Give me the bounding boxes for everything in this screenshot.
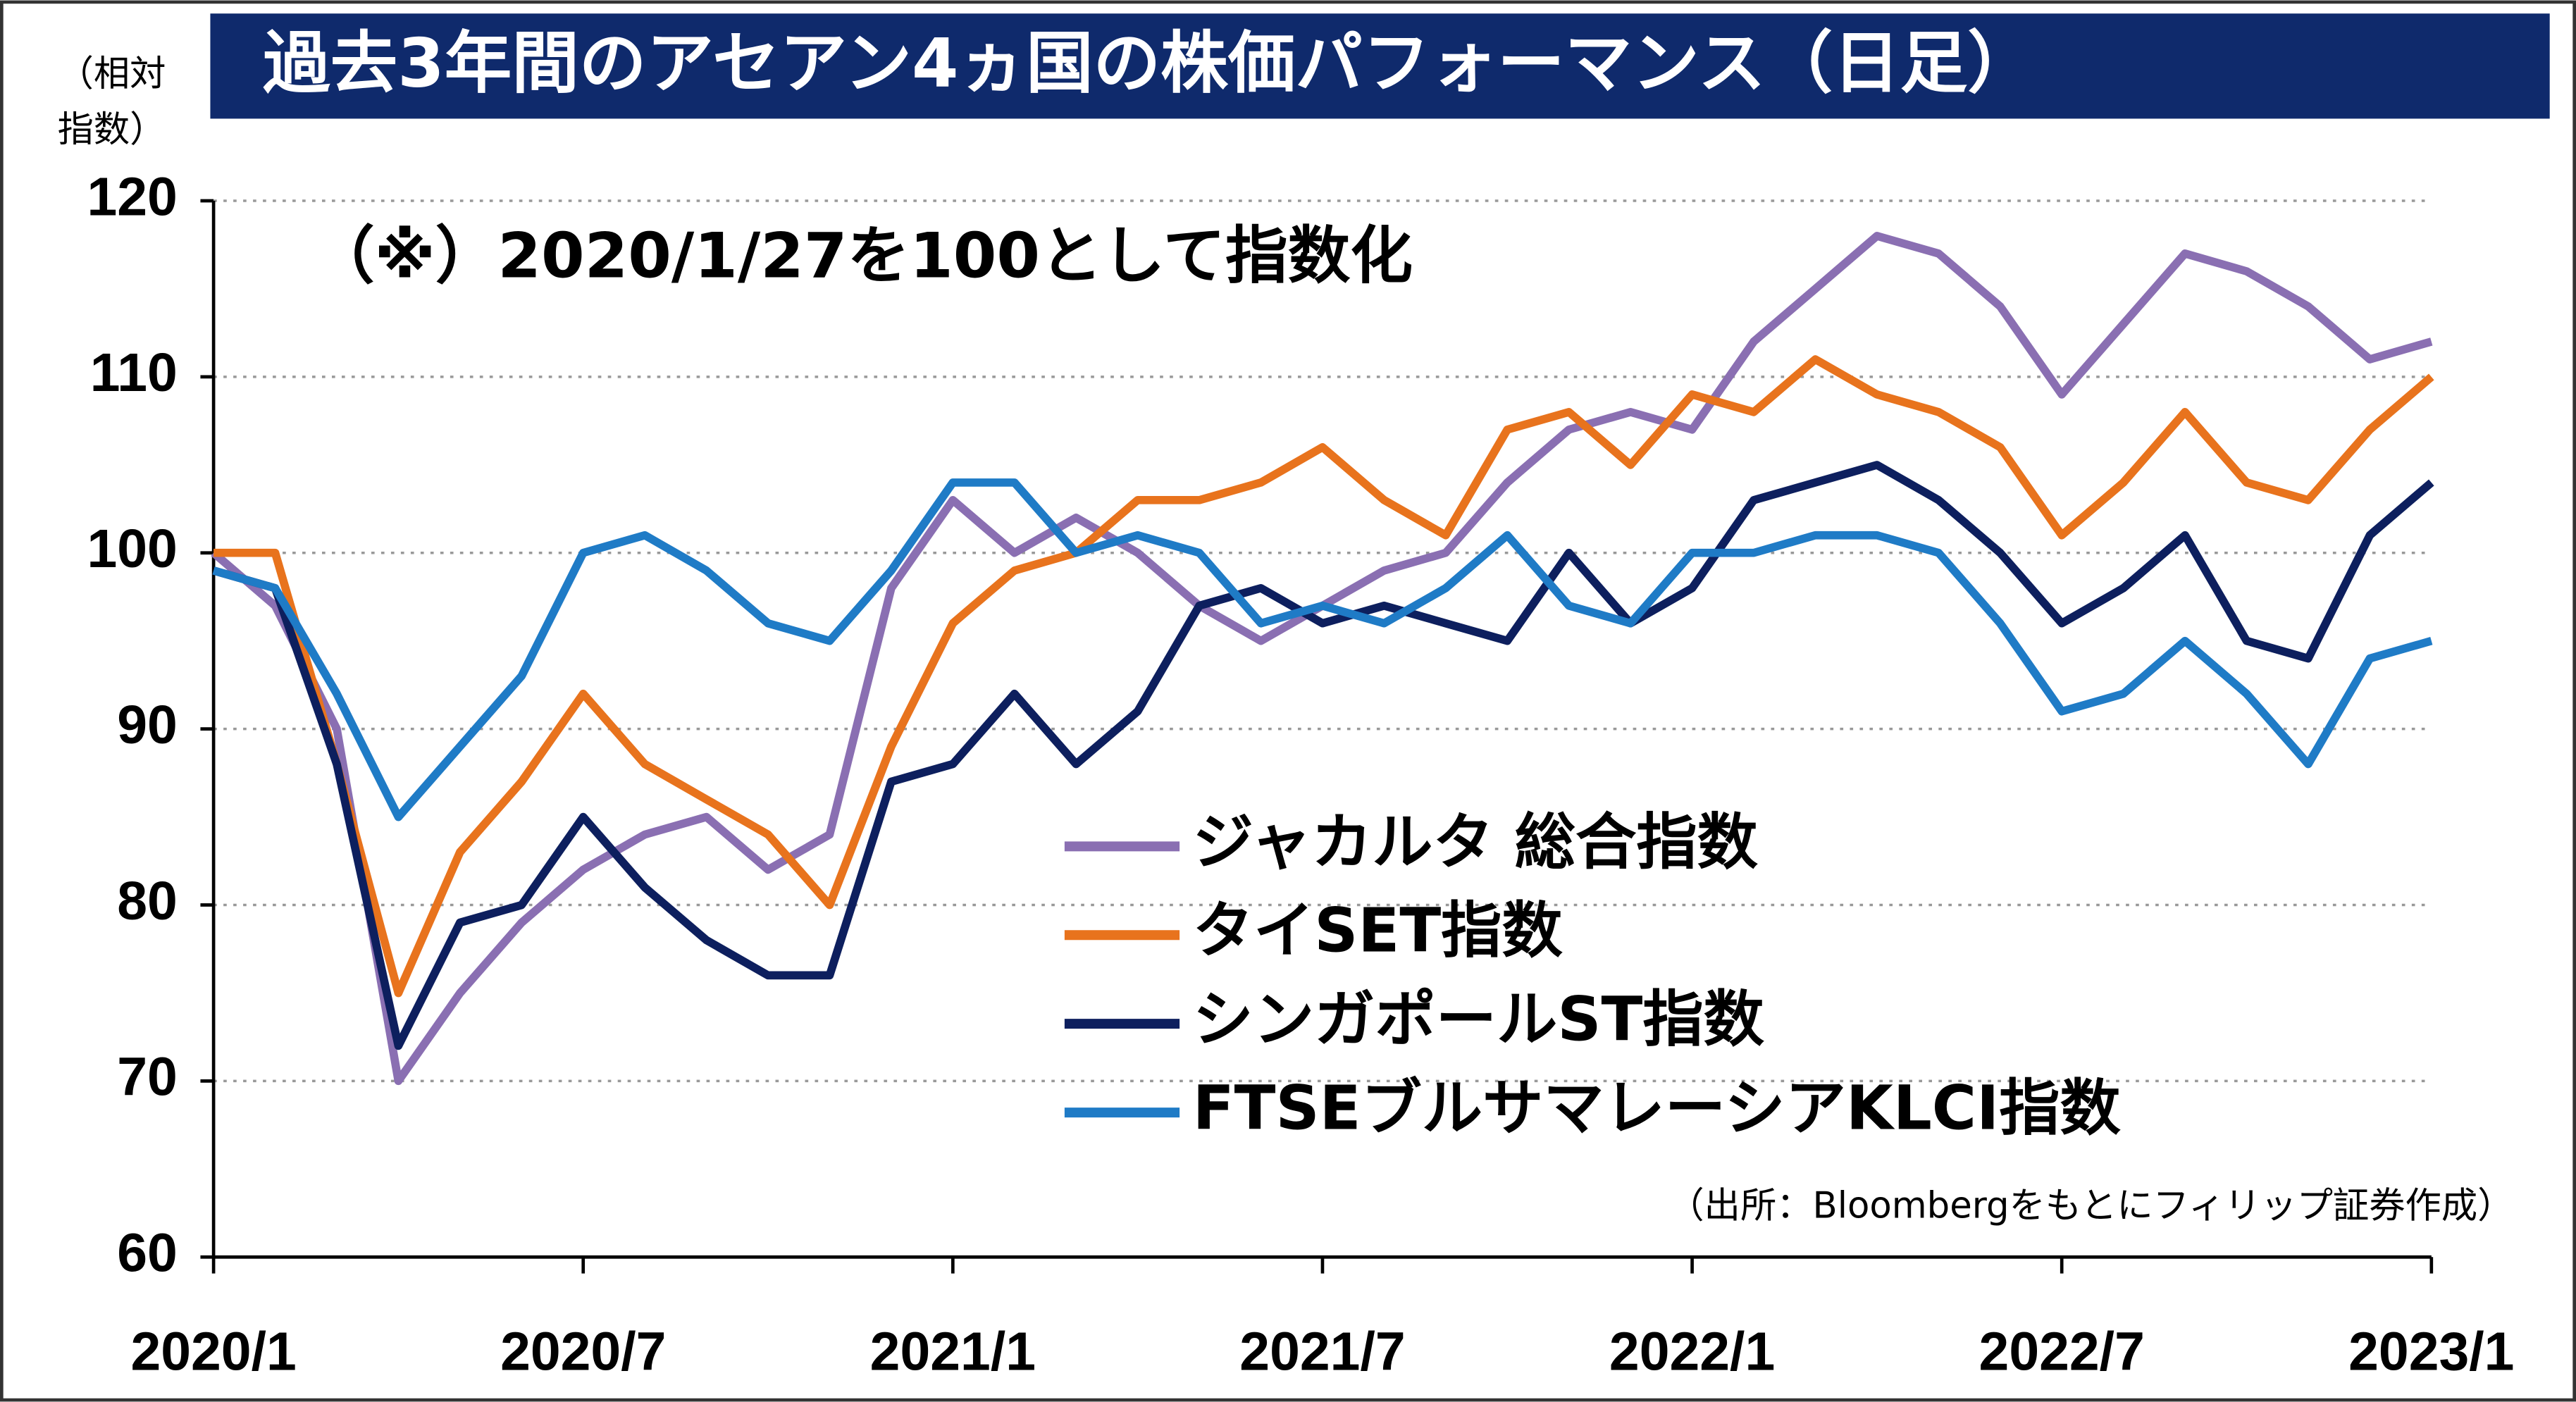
x-tick-label: 2021/1	[870, 1321, 1036, 1382]
y-tick-label: 110	[90, 342, 178, 403]
y-tick-label: 90	[117, 695, 178, 755]
legend-label: ジャカルタ 総合指数	[1193, 807, 1759, 878]
x-tick-label: 2022/7	[1979, 1321, 2145, 1382]
legend-label: タイSET指数	[1193, 896, 1563, 967]
x-tick-label: 2021/7	[1239, 1321, 1405, 1382]
y-tick-label: 80	[117, 871, 178, 931]
x-tick-label: 2023/1	[2348, 1321, 2514, 1382]
title-banner	[210, 13, 2550, 119]
y-tick-label: 120	[87, 166, 177, 227]
series-line	[212, 478, 2433, 821]
x-tick-label: 2020/7	[500, 1321, 666, 1382]
series-line	[213, 355, 2434, 998]
y-axis-label: （相対	[58, 53, 166, 95]
annotation: （※）2020/1/27を100として指数化	[312, 219, 1413, 292]
x-tick-label: 2022/1	[1609, 1321, 1775, 1382]
y-tick-label: 70	[117, 1047, 178, 1108]
x-tick-label: 2020/1	[130, 1321, 296, 1382]
chart-title: 過去3年間のアセアン4ヵ国の株価パフォーマンス（日足）	[263, 24, 2035, 103]
source-note: （出所：Bloombergをもとにフィリップ証券作成）	[1668, 1184, 2513, 1227]
legend-label: シンガポールST指数	[1193, 985, 1765, 1055]
y-axis-label: 指数）	[58, 108, 166, 151]
y-tick-label: 60	[117, 1223, 178, 1284]
legend-label: FTSEブルサマレーシアKLCI指数	[1193, 1074, 2122, 1144]
y-tick-label: 100	[87, 519, 177, 579]
series-line	[212, 461, 2434, 1050]
